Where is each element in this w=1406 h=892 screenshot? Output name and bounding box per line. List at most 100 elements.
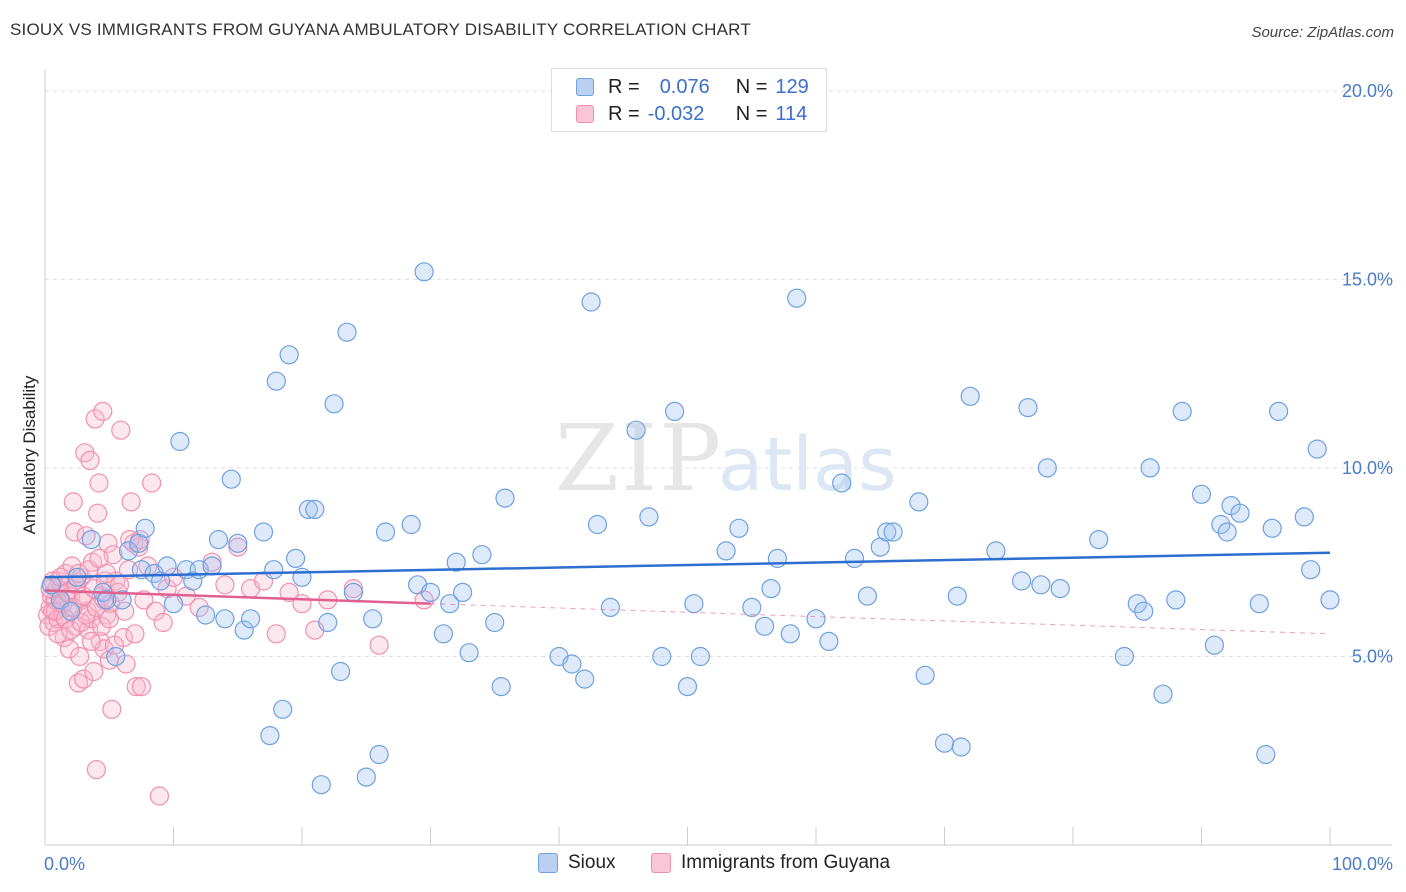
x-tick-label-max: 100.0% xyxy=(1332,854,1393,874)
sioux-point xyxy=(196,605,216,625)
guyana-point xyxy=(125,624,145,644)
sioux-point xyxy=(221,469,241,489)
source-label: Source: ZipAtlas.com xyxy=(1251,24,1394,41)
sioux-point xyxy=(279,345,299,365)
sioux-point xyxy=(292,567,312,587)
sioux-point xyxy=(343,582,363,603)
sioux-point xyxy=(1256,744,1276,765)
sioux-point xyxy=(1127,594,1147,614)
guyana-point xyxy=(115,601,135,621)
y-tick-label: 5.0% xyxy=(1352,646,1393,666)
sioux-point xyxy=(1172,401,1192,421)
guyana-point xyxy=(70,646,90,667)
sioux-point xyxy=(690,646,711,667)
sioux-point xyxy=(495,488,515,508)
guyana-point xyxy=(89,548,109,569)
guyana-point xyxy=(88,503,108,523)
y-tick-label: 10.0% xyxy=(1342,458,1393,478)
sioux-point xyxy=(934,733,955,753)
svg-text:atlas: atlas xyxy=(718,422,897,508)
sioux-point xyxy=(118,541,139,561)
sioux-point xyxy=(844,548,865,569)
sioux-point xyxy=(742,597,762,618)
guyana-point xyxy=(81,631,101,652)
sioux-point xyxy=(1294,507,1314,527)
sioux-point xyxy=(1089,529,1109,550)
guyana-point xyxy=(121,492,141,512)
legend-item-guyana: Immigrants from Guyana xyxy=(651,852,890,874)
sioux-point xyxy=(581,292,601,312)
sioux-swatch xyxy=(576,78,594,96)
sioux-point xyxy=(363,609,383,629)
legend-n-value: 129 xyxy=(775,75,809,98)
watermark: ZIP atlas xyxy=(555,405,897,512)
sioux-point xyxy=(318,612,338,633)
sioux-point xyxy=(1268,401,1289,421)
guyana-point xyxy=(68,673,89,693)
sioux-point xyxy=(215,609,235,629)
guyana-point xyxy=(48,624,68,644)
guyana-point xyxy=(149,786,169,806)
guyana-point xyxy=(266,624,286,644)
guyana-point xyxy=(63,492,83,512)
sioux-point xyxy=(446,552,466,572)
sioux-point xyxy=(1204,635,1225,655)
sioux-point xyxy=(135,518,155,538)
guyana-point xyxy=(86,759,107,780)
sioux-point xyxy=(260,725,280,746)
sioux-point xyxy=(298,499,318,519)
guyana-point xyxy=(131,676,151,697)
sioux-point xyxy=(626,420,646,440)
sioux-point xyxy=(1114,646,1135,667)
sioux-point xyxy=(600,597,621,618)
legend-n-label: N = xyxy=(735,102,768,125)
guyana-point xyxy=(142,473,162,493)
legend-r-label: R = xyxy=(608,75,640,98)
sioux-point xyxy=(234,620,254,640)
sioux-point xyxy=(208,529,229,550)
sioux-point xyxy=(401,514,421,535)
guyana-point xyxy=(76,605,96,625)
sioux-point xyxy=(1217,522,1237,542)
sioux-point xyxy=(1050,578,1070,599)
guyana-point xyxy=(61,620,81,640)
sioux-trend-line xyxy=(44,551,1331,579)
sioux-swatch xyxy=(538,853,558,873)
sioux-point xyxy=(1011,571,1032,591)
sioux-point xyxy=(337,322,357,342)
sioux-point xyxy=(1262,518,1282,538)
y-axis-label: Ambulatory Disability xyxy=(20,375,39,534)
sioux-point xyxy=(716,541,736,561)
sioux-point xyxy=(241,609,261,629)
sioux-point xyxy=(331,661,351,682)
legend-row-guyana: R = -0.032 N = 114 xyxy=(576,102,807,126)
sioux-point xyxy=(453,582,473,603)
sioux-point xyxy=(81,529,101,550)
sioux-point xyxy=(1018,398,1038,418)
y-tick-label: 20.0% xyxy=(1342,81,1393,101)
legend-sioux-label: Sioux xyxy=(568,852,616,873)
guyana-point xyxy=(102,699,122,719)
legend-r-value: -0.032 xyxy=(647,102,705,125)
grid-lines xyxy=(45,90,1392,657)
sioux-point xyxy=(485,612,505,633)
sioux-point xyxy=(266,371,286,391)
legend-row-sioux: R = 0.076 N = 129 xyxy=(576,75,809,99)
svg-text:ZIP: ZIP xyxy=(555,405,723,512)
chart-title: SIOUX VS IMMIGRANTS FROM GUYANA AMBULATO… xyxy=(10,20,751,39)
sioux-point xyxy=(857,586,878,606)
guyana-point xyxy=(111,420,131,440)
guyana-point xyxy=(153,612,173,633)
guyana-point xyxy=(97,563,117,584)
sioux-point xyxy=(420,582,441,603)
sioux-point xyxy=(163,594,184,614)
guyana-point xyxy=(84,661,104,682)
sioux-point xyxy=(819,631,839,652)
sioux-point xyxy=(1140,458,1160,478)
guyana-point xyxy=(145,601,166,621)
sioux-point xyxy=(754,616,775,636)
legend-r-label: R = xyxy=(608,102,640,125)
sioux-point xyxy=(311,775,331,795)
guyana-point xyxy=(116,654,136,674)
